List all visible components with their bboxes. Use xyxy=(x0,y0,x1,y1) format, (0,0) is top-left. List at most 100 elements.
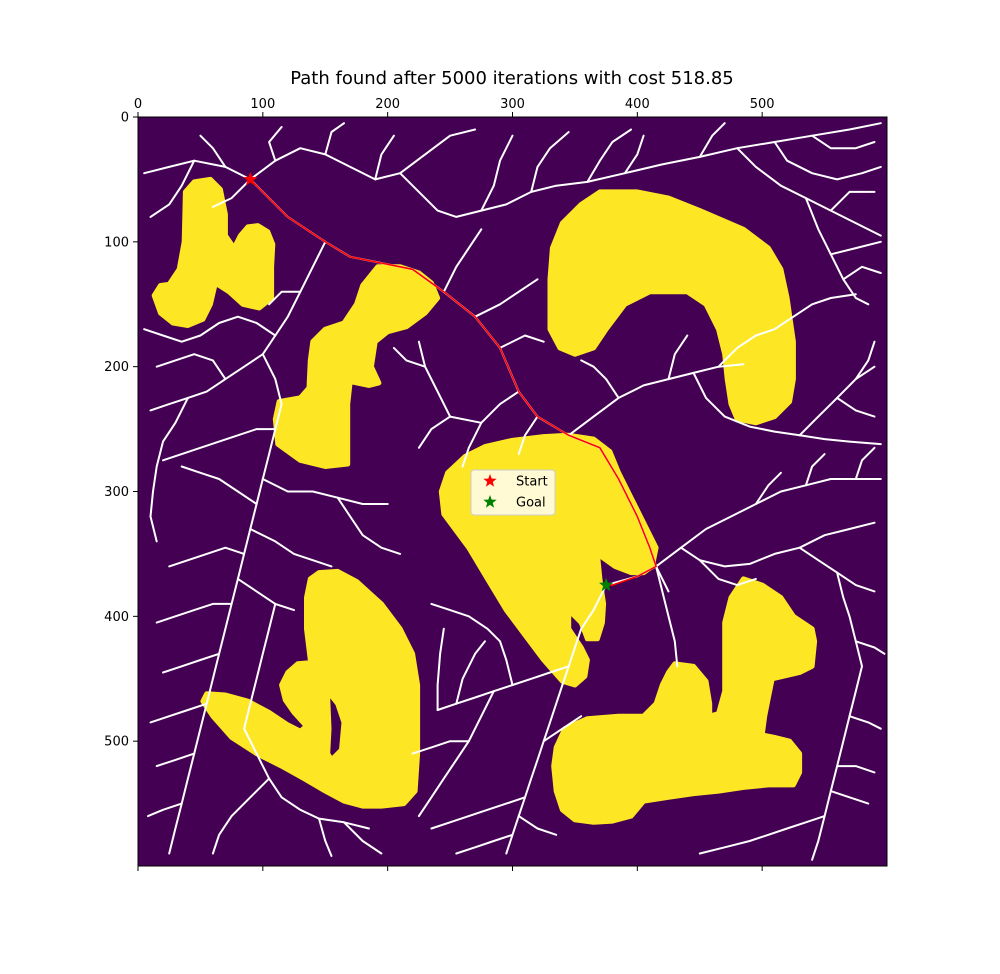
tree-branch xyxy=(155,353,227,381)
tree-branch xyxy=(430,602,514,686)
found-path xyxy=(249,178,657,586)
tree-branch xyxy=(374,134,395,181)
tree-branch xyxy=(530,131,570,193)
tree-branch xyxy=(623,134,645,175)
y-tick-label: 400 xyxy=(104,610,129,625)
obstacle-5 xyxy=(200,568,421,809)
tree-branch xyxy=(692,371,882,446)
tree-branch xyxy=(842,265,882,281)
tree-branch xyxy=(236,577,295,612)
tree-branch xyxy=(149,702,208,724)
tree-branch xyxy=(717,293,857,368)
goal-marker xyxy=(599,577,614,592)
tree-branch xyxy=(336,496,402,555)
tree-branch xyxy=(211,178,252,208)
legend: Start Goal xyxy=(470,469,556,516)
tree-branch xyxy=(505,584,608,855)
y-tick-label: 100 xyxy=(104,235,129,250)
tree-branch xyxy=(474,278,539,318)
tree-branch xyxy=(754,471,782,505)
tree-branch xyxy=(149,240,327,412)
tree-branch xyxy=(417,415,483,449)
tree-branch xyxy=(580,359,620,399)
y-tick-label: 200 xyxy=(104,360,129,375)
tree-branch xyxy=(417,340,452,418)
x-tick-label: 100 xyxy=(250,97,275,112)
tree-branch xyxy=(854,340,876,381)
tree-branch xyxy=(249,128,477,181)
tree-branch xyxy=(143,315,277,343)
tree-branch xyxy=(829,240,882,256)
tree-branch xyxy=(680,521,876,568)
tree-branch xyxy=(436,665,570,711)
obstacles-layer xyxy=(151,176,818,825)
markers-layer xyxy=(243,171,614,592)
tree-branch xyxy=(829,190,876,212)
tree-branch xyxy=(848,715,882,730)
axes-ticks: 0 100 200 300 400 500 0 100 200 300 400 500 xyxy=(104,97,775,871)
tree-branch xyxy=(773,141,882,181)
tree-branch xyxy=(147,802,183,818)
y-tick-label: 0 xyxy=(121,111,129,126)
tree-branch xyxy=(836,765,876,774)
tree-branch xyxy=(318,817,333,857)
path-layer xyxy=(249,178,657,586)
tree-branch xyxy=(854,446,876,480)
tree-branch xyxy=(442,228,483,293)
y-tick-label: 300 xyxy=(104,485,129,500)
tree-branch xyxy=(392,346,427,368)
tree-branch xyxy=(155,752,196,768)
tree-branch xyxy=(499,334,545,349)
tree-branch xyxy=(811,134,876,150)
tree-branch xyxy=(455,640,486,705)
tree-branch xyxy=(430,796,526,830)
start-marker xyxy=(243,171,258,186)
legend-start-label: Start xyxy=(516,475,548,490)
tree-branch xyxy=(542,715,583,743)
tree-branch xyxy=(586,128,633,183)
obstacle-6 xyxy=(551,576,818,825)
x-tick-label: 300 xyxy=(500,97,525,112)
tree-branch xyxy=(168,546,246,568)
plot-area xyxy=(138,117,887,866)
tree-branch xyxy=(567,363,745,437)
tree-branch xyxy=(655,565,670,593)
tree-branch xyxy=(411,740,470,755)
tree-branch xyxy=(249,528,333,568)
tree-branch xyxy=(149,159,196,218)
tree-branch xyxy=(804,197,870,306)
tree-branch xyxy=(480,134,514,212)
tree-branch xyxy=(243,727,370,830)
legend-goal-label: Goal xyxy=(516,496,546,511)
tree-branch xyxy=(829,790,870,805)
tree-branch xyxy=(324,122,345,156)
x-tick-label: 500 xyxy=(750,97,775,112)
tree-branch xyxy=(162,428,277,462)
tree-branch xyxy=(268,126,283,162)
tree-branch xyxy=(436,627,445,711)
tree-branch xyxy=(517,815,558,836)
tree-branch xyxy=(517,415,539,456)
tree-branch xyxy=(698,122,726,158)
tree-branch xyxy=(261,478,389,505)
legend-start-swatch xyxy=(483,474,497,487)
tree-branch xyxy=(698,815,826,855)
tree-branch xyxy=(854,640,886,655)
tree-branch xyxy=(698,559,757,587)
chart-title: Path found after 5000 iterations with co… xyxy=(290,68,734,89)
tree-branch xyxy=(162,652,221,674)
x-tick-label: 400 xyxy=(625,97,650,112)
tree-branch xyxy=(343,821,383,855)
tree-branch xyxy=(199,134,227,168)
tree-branch xyxy=(417,690,495,818)
x-tick-label: 0 xyxy=(134,97,142,112)
tree-branch xyxy=(180,465,258,505)
y-tick-label: 500 xyxy=(104,735,129,750)
tree-branch xyxy=(211,777,271,855)
tree-branch xyxy=(667,334,689,381)
tree-branch xyxy=(155,602,233,624)
tree-branch xyxy=(804,453,826,487)
obstacle-2 xyxy=(272,264,441,469)
tree-branch xyxy=(268,290,302,306)
